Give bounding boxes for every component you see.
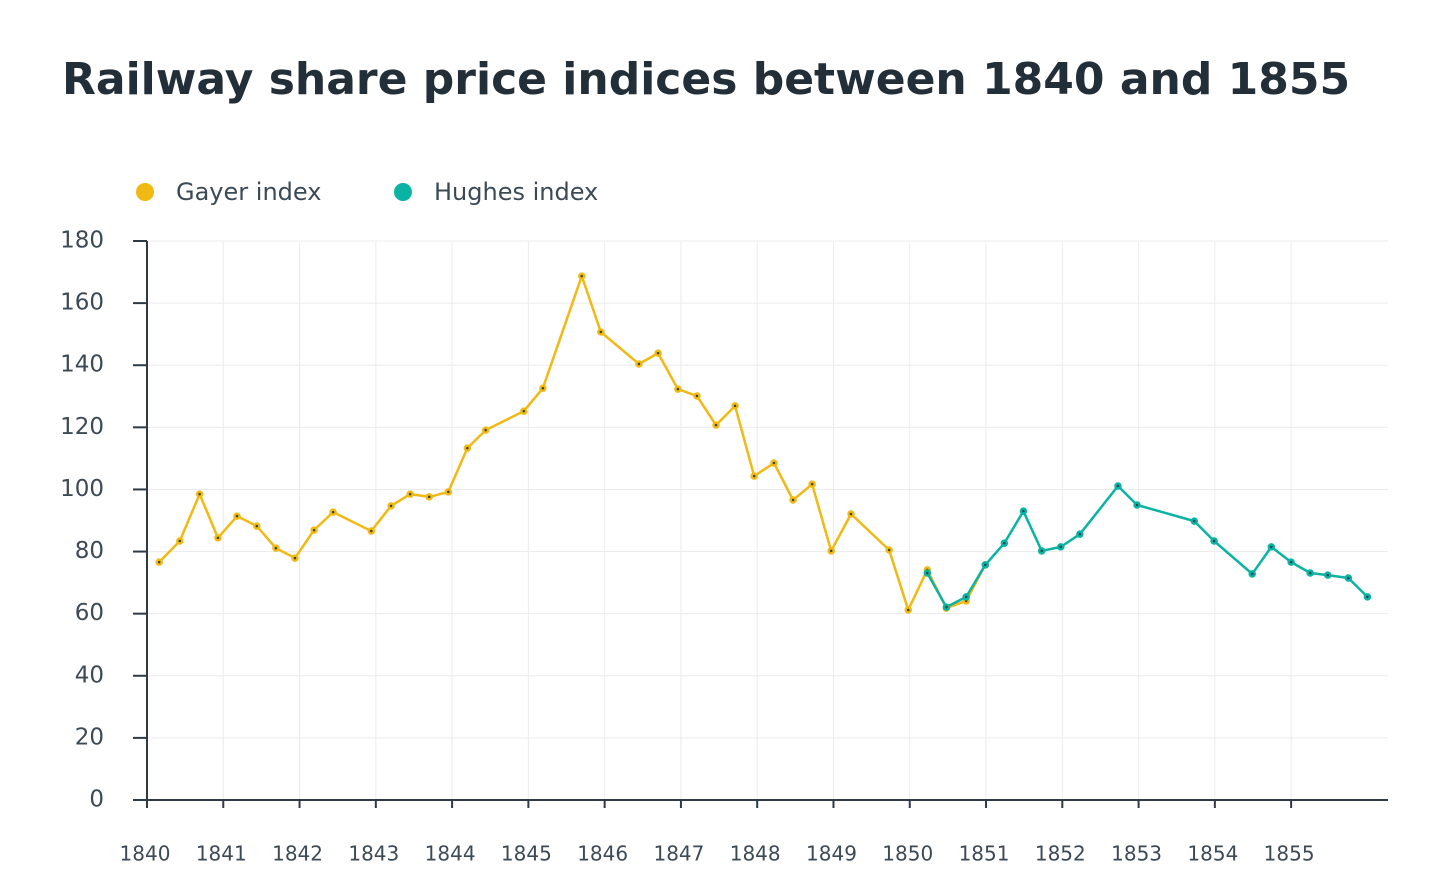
data-point (1323, 571, 1332, 579)
data-point (1248, 570, 1256, 578)
data-point (962, 593, 970, 601)
y-tick-label: 100 (60, 476, 104, 502)
data-point (195, 490, 204, 498)
data-point (233, 512, 241, 520)
data-point (425, 493, 433, 501)
legend-swatch (136, 183, 154, 201)
x-tick-label: 1840 (120, 842, 171, 866)
y-tick-label: 160 (60, 290, 104, 316)
data-point (1076, 530, 1084, 538)
series-line (158, 274, 987, 612)
x-tick-label: 1848 (730, 842, 781, 866)
data-point (329, 508, 337, 516)
y-tick-label: 140 (60, 352, 104, 378)
data-point (1019, 507, 1028, 515)
data-point (885, 546, 893, 554)
legend-label: Hughes index (434, 178, 598, 206)
data-point (1363, 593, 1372, 601)
data-point (904, 606, 912, 614)
data-point (463, 444, 472, 452)
data-point (1306, 569, 1314, 577)
data-point (253, 522, 261, 530)
data-point (272, 544, 280, 552)
y-tick-label: 120 (60, 414, 104, 440)
data-point (942, 603, 951, 611)
x-tick-label: 1847 (653, 842, 704, 866)
y-tick-label: 80 (75, 538, 104, 564)
data-point (1114, 482, 1122, 490)
x-tick-label: 1841 (196, 842, 247, 866)
x-tick-label: 1855 (1264, 842, 1315, 866)
legend-label: Gayer index (176, 178, 321, 206)
x-tick-label: 1846 (577, 842, 628, 866)
data-point (847, 510, 855, 518)
x-tick-label: 1850 (882, 842, 933, 866)
x-tick-label: 1852 (1035, 842, 1086, 866)
data-point (481, 426, 490, 434)
series-line (926, 484, 1369, 609)
data-point (176, 537, 184, 545)
data-point (291, 554, 299, 562)
data-point (1190, 517, 1199, 525)
data-point (635, 360, 643, 368)
x-tick-label: 1844 (425, 842, 476, 866)
data-point (367, 527, 375, 535)
data-point (1133, 501, 1141, 509)
data-point (578, 272, 586, 280)
data-point (406, 490, 414, 498)
chart-title: Railway share price indices between 1840… (62, 54, 1350, 105)
data-point (770, 459, 778, 467)
data-point (444, 488, 453, 496)
data-point (387, 502, 395, 510)
x-tick-label: 1845 (501, 842, 552, 866)
y-tick-label: 60 (75, 600, 104, 626)
data-point (731, 402, 739, 410)
x-tick-label: 1853 (1111, 842, 1162, 866)
data-point (539, 384, 547, 392)
data-point (827, 547, 835, 555)
data-point (674, 385, 682, 393)
y-tick-label: 20 (75, 724, 104, 750)
x-tick-label: 1843 (348, 842, 399, 866)
data-point (808, 480, 816, 488)
data-point (1344, 574, 1353, 582)
data-point (789, 496, 797, 504)
data-point (654, 349, 662, 357)
x-tick-label: 1849 (806, 842, 857, 866)
data-point (693, 392, 701, 400)
data-point (712, 421, 720, 429)
x-tick-label: 1854 (1187, 842, 1238, 866)
data-point (155, 558, 163, 566)
data-point (310, 526, 318, 534)
data-point (923, 569, 932, 577)
y-tick-label: 0 (89, 787, 104, 813)
legend-swatch (394, 183, 412, 201)
y-tick-label: 40 (75, 662, 104, 688)
data-point (750, 472, 758, 480)
data-point (214, 534, 222, 542)
data-point (1210, 537, 1218, 545)
data-point (597, 328, 605, 336)
data-point (981, 561, 990, 569)
y-tick-label: 180 (60, 228, 104, 254)
data-point (1057, 543, 1065, 551)
data-point (1287, 558, 1295, 566)
x-tick-label: 1842 (272, 842, 323, 866)
data-point (1267, 543, 1276, 551)
data-point (1037, 547, 1046, 555)
data-point (1000, 539, 1009, 547)
data-point (520, 407, 528, 415)
x-tick-label: 1851 (959, 842, 1010, 866)
